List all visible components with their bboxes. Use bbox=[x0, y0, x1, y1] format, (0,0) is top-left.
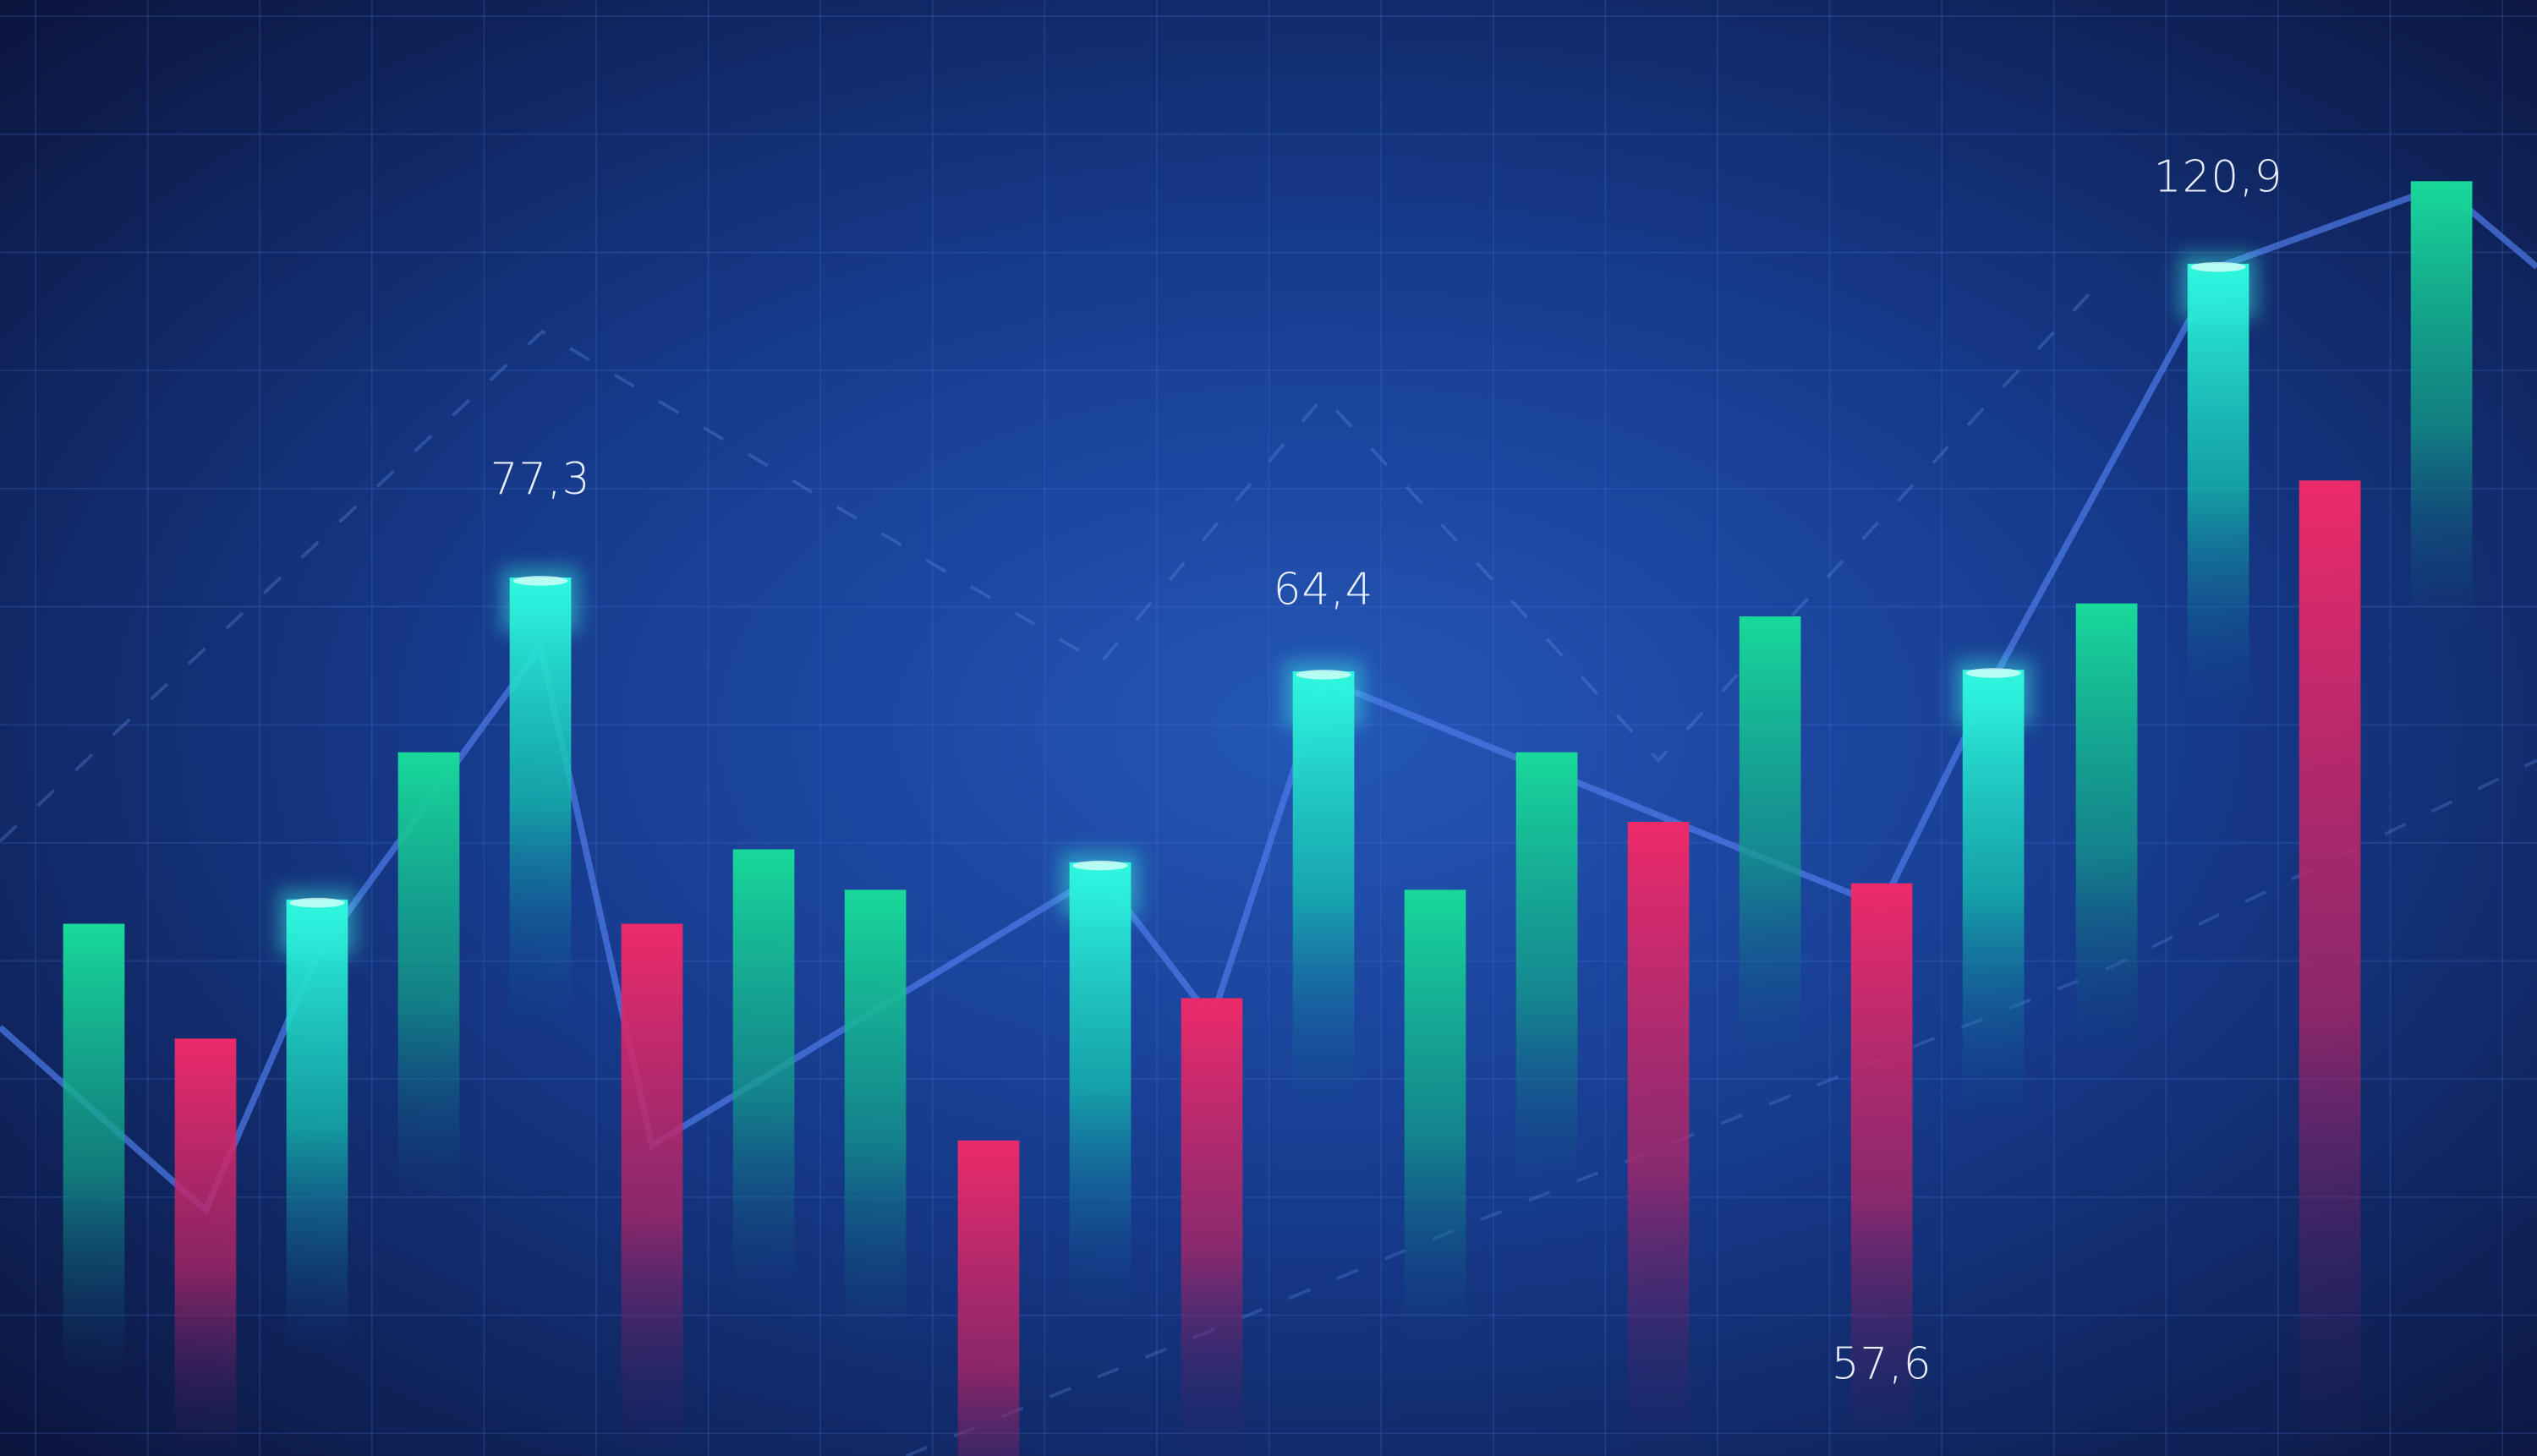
bars bbox=[63, 181, 2473, 1456]
annotation: 57,6 bbox=[1832, 1339, 1932, 1390]
bar bbox=[509, 577, 572, 1031]
bar bbox=[1404, 889, 1466, 1344]
bar bbox=[844, 889, 907, 1344]
bar bbox=[1292, 671, 1355, 1125]
bar-cap bbox=[289, 897, 345, 908]
bar-cap bbox=[1296, 670, 1351, 680]
bar bbox=[1515, 752, 1578, 1206]
bar bbox=[1069, 862, 1132, 1316]
bar-cap bbox=[512, 576, 568, 586]
bar bbox=[1739, 616, 1801, 1070]
bar bbox=[2075, 603, 2138, 1057]
annotation: 64,4 bbox=[1274, 564, 1374, 615]
annotation: 120,9 bbox=[2154, 151, 2283, 202]
bar bbox=[732, 849, 795, 1303]
bar bbox=[63, 923, 125, 1377]
bar bbox=[397, 752, 460, 1206]
bar bbox=[1627, 821, 1690, 1456]
bar-cap bbox=[1965, 668, 2021, 678]
bar bbox=[957, 1140, 1020, 1456]
bar bbox=[174, 1038, 237, 1456]
annotation: 77,3 bbox=[490, 454, 591, 505]
bar bbox=[621, 923, 683, 1456]
bar bbox=[1181, 998, 1243, 1456]
bar bbox=[1962, 670, 2025, 1123]
bar bbox=[2410, 181, 2473, 635]
bar bbox=[2187, 263, 2249, 717]
dashed-trend bbox=[905, 758, 2537, 1456]
bar bbox=[1850, 883, 1913, 1456]
bar bbox=[286, 899, 348, 1353]
dashed-trend bbox=[0, 273, 2108, 843]
bar-cap bbox=[2190, 261, 2246, 272]
bar-cap bbox=[1072, 860, 1128, 871]
bar bbox=[2299, 480, 2361, 1456]
